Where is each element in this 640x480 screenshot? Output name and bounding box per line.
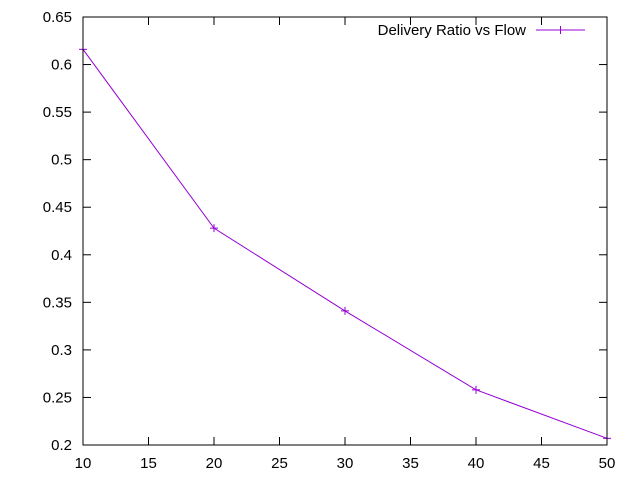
legend-marker	[556, 26, 565, 34]
legend-plus-icon	[556, 26, 565, 34]
x-tick-label: 20	[206, 455, 223, 472]
ticks-layer	[82, 16, 608, 446]
legend-label: Delivery Ratio vs Flow	[378, 22, 527, 39]
y-tick-label: 0.45	[43, 199, 72, 216]
series-layer	[79, 45, 611, 443]
y-tick-label: 0.6	[51, 57, 72, 74]
x-tick-label: 10	[75, 455, 92, 472]
plot-border	[82, 16, 608, 446]
x-tick-label: 50	[599, 455, 616, 472]
y-tick-label: 0.2	[51, 437, 72, 454]
tick-labels-layer: 10 15 20 25 30 35 40 45 50 0.2 0.25 0.3 0.35 0.4 0.45 0…	[43, 9, 616, 472]
x-tick-label: 40	[468, 455, 485, 472]
y-tick-label: 0.5	[51, 152, 72, 169]
y-tick-label: 0.4	[51, 247, 72, 264]
legend: Delivery Ratio vs Flow	[378, 22, 585, 39]
data-point	[210, 224, 218, 233]
y-tick-label: 0.55	[43, 104, 72, 121]
y-tick-label: 0.25	[43, 389, 72, 406]
y-tick-label: 0.65	[43, 9, 72, 26]
y-tick-label: 0.3	[51, 342, 72, 359]
x-tick-label: 30	[337, 455, 354, 472]
x-tick-label: 15	[140, 455, 157, 472]
x-tick-label: 25	[271, 455, 288, 472]
data-point	[472, 385, 480, 394]
series-line	[82, 49, 608, 439]
data-point	[341, 306, 349, 315]
x-tick-label: 35	[402, 455, 419, 472]
y-tick-label: 0.35	[43, 294, 72, 311]
x-tick-label: 45	[533, 455, 550, 472]
